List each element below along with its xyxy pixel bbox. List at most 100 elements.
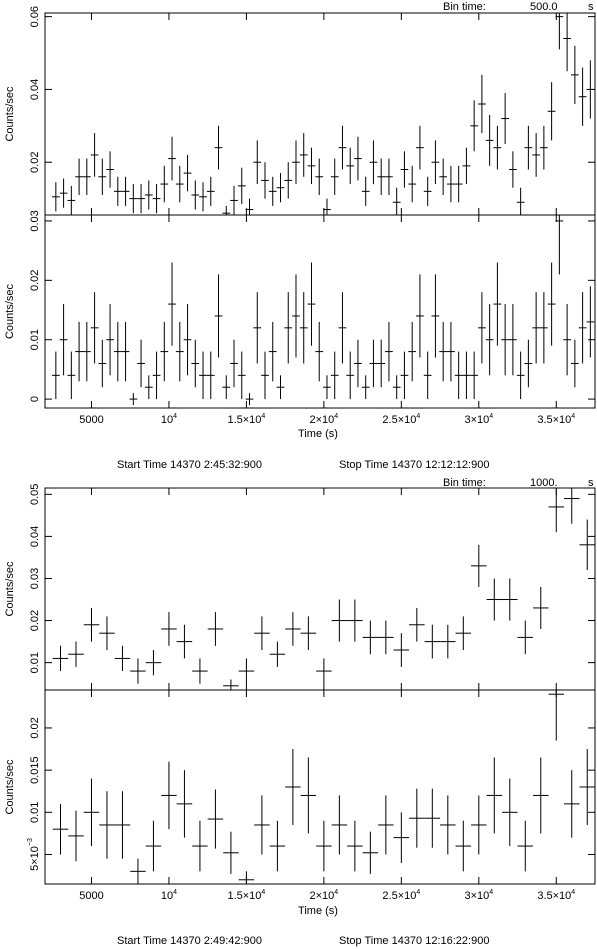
data-point [230,339,238,388]
data-point [392,375,401,400]
y-tick-label: 0.06 [29,6,41,27]
data-point [199,182,207,212]
data-point [98,158,107,195]
data-point [502,578,518,621]
data-point [191,339,200,388]
data-point [409,788,425,848]
data-point [478,74,486,134]
data-point [207,612,224,646]
data-point [161,761,177,830]
data-point [254,795,270,855]
data-point [423,351,432,400]
data-point [338,292,347,364]
data-point [439,158,448,195]
data-point [462,147,471,185]
data-point [533,757,549,834]
data-point [509,151,517,188]
y-tick-label: 0.02 [29,270,41,291]
x-tick-label-base: 1.5×10 [227,414,261,426]
x-tick-label-base: 1.5×10 [227,890,261,902]
bin-time-header: Bin time: 1000. s [443,477,594,489]
data-point [517,620,534,655]
data-point [393,812,410,863]
data-point [51,351,60,400]
data-point [440,624,456,659]
data-point [338,125,347,170]
data-point [454,165,463,203]
data-point [230,185,238,215]
data-point [431,140,440,185]
data-point [579,519,595,571]
x-tick-label-base: 2.5×10 [382,890,416,902]
data-point [238,658,255,684]
data-point [145,650,162,676]
data-point [516,351,525,400]
data-point [75,321,83,382]
bin-time-unit: s [588,1,594,13]
data-point [160,321,169,382]
data-point [269,820,286,872]
data-point [440,795,456,855]
x-tick-label-exponent: 4 [261,413,265,420]
data-point [369,339,378,388]
data-point [330,158,339,195]
data-point [199,351,207,400]
data-point [564,770,580,838]
data-point [206,176,215,206]
data-point [547,262,556,346]
x-tick-label-base: 2×10 [310,414,335,426]
x-tick-label-base: 3×10 [464,890,489,902]
data-point [540,125,548,170]
data-point [183,304,192,376]
data-point [315,158,324,195]
lightcurve-figure-2: Bin time: 1000. s 0.01 0.02 0.03 0.04 0.05 Count… [4,477,596,947]
x-tick-label-exponent: 4 [489,413,493,420]
x-tick-label-base: 2×10 [310,890,335,902]
data-point [547,82,556,141]
data-point [471,795,487,855]
y-tick-label: 0.04 [29,79,41,100]
x-tick-label-base: 10 [161,414,173,426]
data-point [331,795,348,855]
x-tick-label: 1.5×104 [227,413,265,426]
data-point [533,586,549,629]
data-point [392,187,401,215]
data-point [52,803,69,855]
data-point [501,304,510,376]
data-point [269,641,286,667]
stop-time-label: Stop Time 14370 12:16:22:900 [339,935,489,947]
data-point [168,136,176,181]
data-point [183,154,192,192]
data-point [586,286,595,358]
data-point [83,607,100,642]
data-point [516,187,525,215]
data-point [59,178,68,208]
data-point [51,182,60,212]
data-point [431,274,440,358]
data-point [237,167,246,205]
data-point [455,616,472,651]
x-tick-label: 104 [161,413,177,426]
data-point [261,351,269,400]
data-point [83,778,100,847]
data-point [114,791,131,859]
data-point [300,757,317,834]
data-point [579,749,595,825]
data-point [152,351,161,400]
x-tick-label-exponent: 4 [173,889,177,896]
data-point [130,858,146,884]
y-tick-label: 0.01 [29,329,41,350]
x-tick-label: 3.5×104 [537,889,575,902]
data-point [409,607,425,642]
y-tick-label: 0.015 [29,756,41,784]
x-tick-label: 5000 [79,414,103,426]
data-point [67,185,76,215]
x-tick-label: 3.5×104 [537,413,575,426]
data-point [307,147,316,185]
data-point [555,13,564,50]
data-point [361,176,370,206]
data-point [75,158,83,195]
data-point [532,133,540,177]
y-tick-label: 0.03 [29,210,41,231]
data-point [369,140,378,185]
